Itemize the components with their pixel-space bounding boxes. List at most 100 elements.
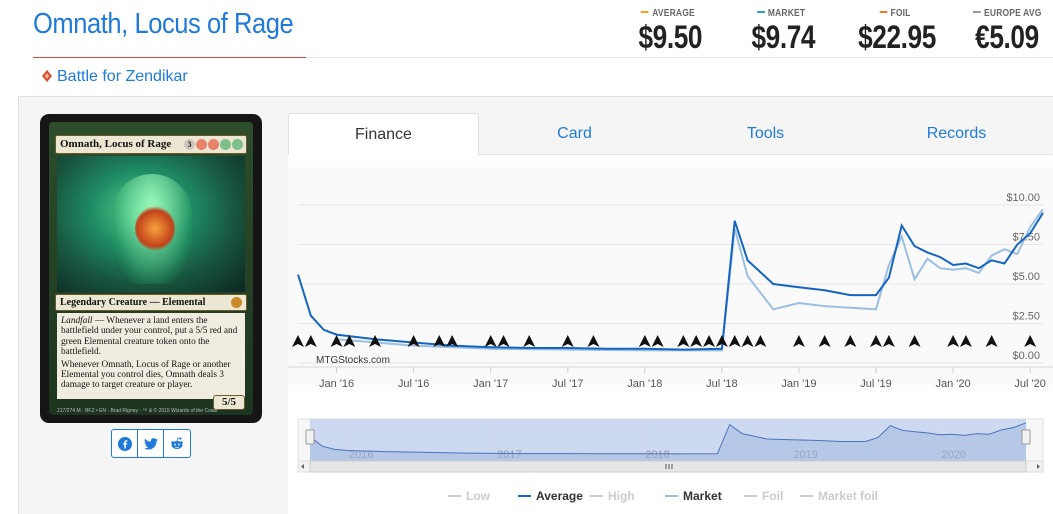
legend-item[interactable]: Market xyxy=(683,489,722,503)
x-tick-label: Jul '16 xyxy=(398,378,429,390)
card-rules-text: Landfall — Whenever a land enters the ba… xyxy=(57,313,245,399)
set-release-marker-icon xyxy=(304,335,317,347)
plot-background xyxy=(288,167,1053,385)
set-release-glyph xyxy=(433,335,446,347)
set-release-glyph xyxy=(638,335,651,347)
set-release-glyph xyxy=(497,335,510,347)
x-tick-label: Jul '19 xyxy=(860,378,891,390)
navigator-handle-left[interactable] xyxy=(305,429,315,445)
set-release-glyph xyxy=(908,335,921,347)
price-europe: EUROPE AVG €5.09 xyxy=(967,8,1047,55)
navigator-scrollbar-thumb[interactable] xyxy=(309,460,1027,473)
price-europe-value: €5.09 xyxy=(975,19,1039,55)
set-link[interactable]: Battle for Zendikar xyxy=(42,68,188,86)
set-release-marker-icon xyxy=(292,335,304,347)
tab-records[interactable]: Records xyxy=(861,113,1052,155)
set-release-glyph xyxy=(330,335,343,347)
card-type-line: Legendary Creature — Elemental xyxy=(60,297,206,308)
set-release-marker-icon xyxy=(651,335,664,347)
set-release-glyph xyxy=(792,335,805,347)
green-mana-icon xyxy=(220,139,231,150)
scroll-left-icon xyxy=(301,464,304,469)
price-average: AVERAGE $9.50 xyxy=(632,8,704,55)
set-release-glyph xyxy=(754,335,767,347)
price-market-value: $9.74 xyxy=(751,19,816,55)
set-release-glyph xyxy=(818,335,831,347)
x-tick-label: Jan '18 xyxy=(627,378,662,390)
set-release-glyph xyxy=(677,335,690,347)
set-release-marker-icon xyxy=(433,335,446,347)
set-release-marker-icon xyxy=(690,335,703,347)
tab-finance[interactable]: Finance xyxy=(288,113,479,155)
scrollbar-grip-icon xyxy=(665,464,673,469)
price-foil: FOIL $22.95 xyxy=(850,8,940,55)
set-release-glyph xyxy=(561,335,574,347)
price-average-value: $9.50 xyxy=(638,19,703,55)
set-release-glyph xyxy=(523,335,536,347)
set-release-glyph xyxy=(587,335,600,347)
y-tick-label: $5.00 xyxy=(1012,271,1040,283)
reddit-share-button[interactable] xyxy=(164,430,190,457)
set-release-marker-icon xyxy=(908,335,921,347)
price-market-label: MARKET xyxy=(750,8,811,19)
card-title: Omnath, Locus of Rage xyxy=(33,8,294,40)
series-line-average xyxy=(297,212,1044,351)
twitter-share-button[interactable] xyxy=(138,430,164,457)
card-face: Omnath, Locus of Rage 3 Legendary Creatu… xyxy=(49,122,253,415)
price-chart[interactable]: $0.00 $2.50 $5.00 $7.50 $10.00 Jan '16 Jul '16… xyxy=(288,155,1053,514)
legend-item[interactable]: Market foil xyxy=(818,489,878,503)
set-release-marker-icon xyxy=(523,335,536,347)
set-release-glyph xyxy=(651,335,664,347)
rarity-symbol-icon xyxy=(231,297,242,308)
share-buttons xyxy=(111,429,191,458)
set-release-marker-icon xyxy=(1024,335,1037,347)
x-tick-label: Jan '17 xyxy=(473,378,508,390)
legend-item[interactable]: Foil xyxy=(762,489,783,503)
set-release-marker-icon xyxy=(741,335,754,347)
tab-card[interactable]: Card xyxy=(479,113,670,155)
set-release-glyph xyxy=(292,335,304,347)
navigator-line xyxy=(309,422,1027,455)
green-mana-icon xyxy=(232,139,243,150)
set-release-marker-icon xyxy=(638,335,651,347)
card-artwork xyxy=(57,156,245,292)
card-type-bar: Legendary Creature — Elemental xyxy=(55,294,247,311)
set-name[interactable]: Battle for Zendikar xyxy=(57,68,188,85)
rules-text-landfall: Landfall — Whenever a land enters the ba… xyxy=(61,316,238,358)
set-release-marker-icon xyxy=(870,335,883,347)
set-release-marker-icon xyxy=(561,335,574,347)
set-release-glyph xyxy=(690,335,703,347)
facebook-share-button[interactable] xyxy=(112,430,138,457)
set-release-glyph xyxy=(407,335,420,347)
mana-cost: 3 xyxy=(184,139,243,150)
navigator-handle-right[interactable] xyxy=(1021,429,1031,445)
price-market: MARKET $9.74 xyxy=(745,8,817,55)
legend-item[interactable]: Average xyxy=(536,489,583,503)
fire-glow xyxy=(135,206,175,251)
power-toughness: 5/5 xyxy=(213,395,245,410)
tab-tools[interactable]: Tools xyxy=(670,113,861,155)
set-symbol-icon xyxy=(42,70,52,82)
set-release-marker-icon xyxy=(330,335,343,347)
set-release-glyph xyxy=(304,335,317,347)
set-release-marker-icon xyxy=(754,335,767,347)
set-release-glyph xyxy=(870,335,883,347)
set-release-marker-icon xyxy=(497,335,510,347)
set-release-marker-icon xyxy=(947,335,960,347)
price-foil-value: $22.95 xyxy=(858,19,936,55)
header-divider xyxy=(306,57,1053,58)
card-image-name: Omnath, Locus of Rage xyxy=(60,138,172,150)
set-release-marker-icon xyxy=(484,335,497,347)
card-image[interactable]: Omnath, Locus of Rage 3 Legendary Creatu… xyxy=(40,114,262,423)
legend-item[interactable]: High xyxy=(608,489,635,503)
set-release-glyph xyxy=(715,335,728,347)
x-tick-label: Jan '16 xyxy=(319,378,354,390)
scroll-right-icon xyxy=(1037,464,1040,469)
legend-item[interactable]: Low xyxy=(466,489,491,503)
set-release-marker-icon xyxy=(369,335,382,347)
set-release-glyph xyxy=(947,335,960,347)
reddit-icon xyxy=(171,437,183,449)
price-average-label: AVERAGE xyxy=(637,8,698,19)
set-release-marker-icon xyxy=(703,335,716,347)
